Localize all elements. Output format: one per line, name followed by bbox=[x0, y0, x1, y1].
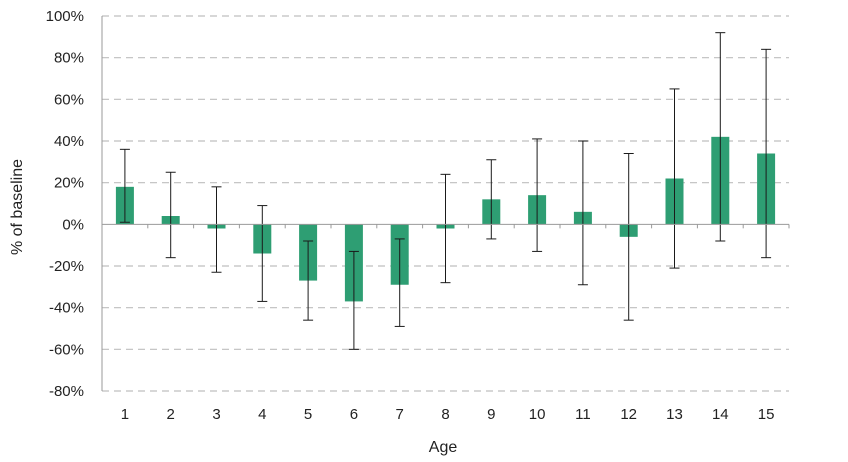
error-bar bbox=[394, 238, 405, 327]
y-axis-title: % of baseline bbox=[9, 159, 26, 255]
error-bar bbox=[715, 32, 726, 242]
x-tick-label: 15 bbox=[758, 406, 775, 423]
x-axis-title: Age bbox=[429, 439, 458, 456]
tick-labels: -80%-60%-40%-20%0%20%40%60%80%100%1 2 3 4 5 6… bbox=[46, 8, 775, 423]
error-bar bbox=[348, 250, 359, 350]
x-tick-label: 9 bbox=[487, 406, 495, 423]
y-tick-label: 80% bbox=[54, 50, 84, 67]
x-tick-label: 5 bbox=[304, 406, 312, 423]
x-tick-label: 12 bbox=[620, 406, 637, 423]
error-bar bbox=[119, 148, 130, 223]
error-bar bbox=[165, 171, 176, 259]
x-tick-label: 10 bbox=[529, 406, 546, 423]
x-tick-label: 3 bbox=[212, 406, 220, 423]
error-bar bbox=[577, 140, 588, 286]
error-bar bbox=[532, 138, 543, 252]
error-bar bbox=[440, 173, 451, 284]
error-bar bbox=[211, 186, 222, 273]
x-tick-label: 14 bbox=[712, 406, 729, 423]
y-tick-label: 100% bbox=[46, 8, 84, 25]
x-tick-label: 2 bbox=[167, 406, 175, 423]
y-tick-label: 60% bbox=[54, 91, 84, 108]
error-bar bbox=[761, 48, 772, 259]
y-tick-label: 40% bbox=[54, 133, 84, 150]
y-tick-label: -60% bbox=[49, 341, 84, 358]
y-tick-label: -20% bbox=[49, 258, 84, 275]
y-tick-label: 0% bbox=[62, 216, 84, 233]
x-tick-label: 4 bbox=[258, 406, 266, 423]
x-tick-label: 11 bbox=[575, 406, 591, 423]
y-tick-label: 20% bbox=[54, 175, 84, 192]
error-bar bbox=[257, 205, 268, 302]
x-tick-label: 8 bbox=[441, 406, 449, 423]
x-tick-label: 13 bbox=[666, 406, 683, 423]
x-tick-label: 6 bbox=[350, 406, 358, 423]
error-bars bbox=[119, 32, 772, 350]
axes bbox=[101, 16, 790, 391]
x-tick-label: 1 bbox=[121, 406, 129, 423]
y-tick-label: -40% bbox=[49, 300, 84, 317]
error-bar bbox=[669, 88, 680, 269]
error-bar bbox=[623, 153, 634, 321]
error-bar bbox=[303, 240, 314, 321]
error-bar bbox=[486, 159, 497, 240]
x-tick-label: 7 bbox=[396, 406, 404, 423]
y-tick-label: -80% bbox=[49, 383, 84, 400]
